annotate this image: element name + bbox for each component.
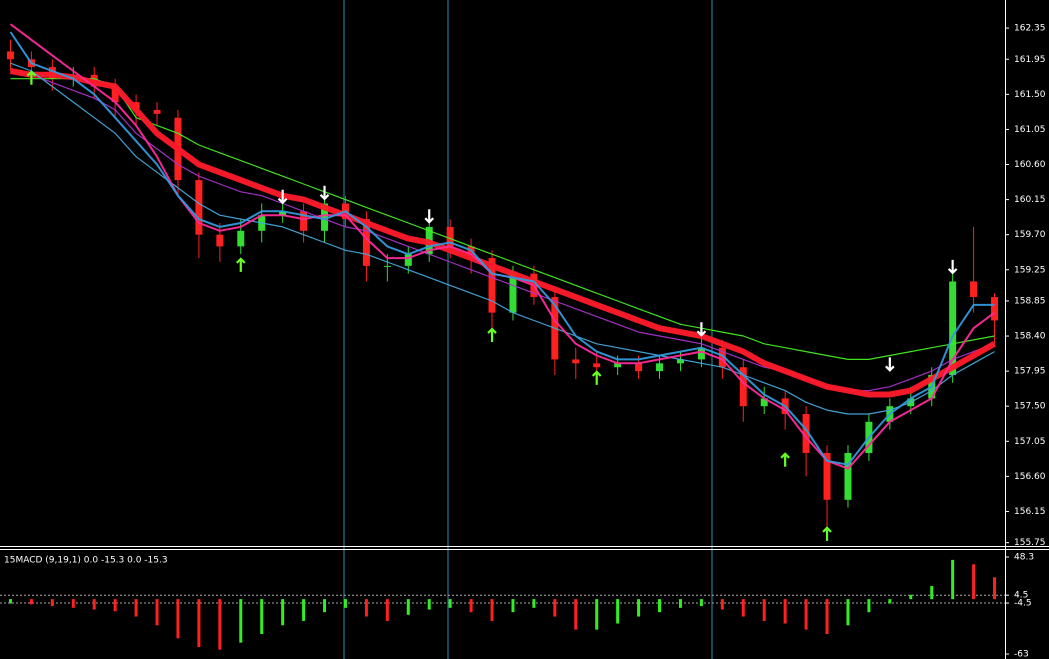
y-tick-label: 162.35 [1014, 24, 1046, 34]
y-tick-label: 156.60 [1014, 472, 1046, 482]
candle-body [676, 359, 684, 364]
y-tick-label: 156.15 [1014, 507, 1046, 517]
signal-arrow [236, 257, 246, 272]
candle-body [823, 452, 831, 500]
candle-body [237, 230, 245, 247]
candle-body [467, 246, 475, 259]
signal-arrow [319, 185, 330, 201]
y-tick-label: 160.60 [1014, 160, 1046, 170]
y-tick-label: 161.05 [1014, 125, 1046, 135]
candle-body [614, 363, 622, 368]
y-tick-label: 159.70 [1014, 230, 1046, 240]
candle-body [572, 359, 580, 364]
signal-arrow [780, 452, 790, 467]
candle-body [760, 398, 768, 407]
signal-arrow [591, 370, 602, 385]
candle-body [195, 180, 203, 235]
moving-average [10, 62, 995, 415]
y-tick-label: 159.25 [1014, 265, 1046, 275]
y-tick-label: 155.75 [1014, 538, 1046, 548]
signal-arrow [696, 322, 707, 337]
y-tick-label: -63 [1014, 650, 1029, 659]
candle-body [970, 281, 978, 298]
y-tick-label: 158.85 [1014, 296, 1046, 306]
candle-body [300, 211, 308, 231]
candle-body [509, 273, 517, 313]
y-tick-label: 157.05 [1014, 437, 1046, 447]
signal-arrow [277, 189, 288, 205]
candle-body [802, 414, 810, 453]
candle-body [593, 363, 601, 368]
y-tick-label: 158.40 [1014, 332, 1046, 342]
y-tick-label: 157.95 [1014, 367, 1046, 377]
candle-body [362, 219, 370, 266]
candle-body [635, 363, 643, 372]
moving-average [9, 31, 995, 466]
candle-body [446, 226, 454, 247]
y-tick-label: 48.3 [1014, 553, 1034, 563]
candle-body [321, 203, 329, 231]
candle-body [991, 297, 999, 321]
signal-arrow [885, 357, 895, 372]
candle-body [216, 234, 224, 247]
signal-arrow [487, 327, 497, 343]
candle-body [718, 347, 726, 368]
signal-arrow [26, 70, 37, 85]
y-tick-label: 4.5 [1014, 591, 1028, 601]
candle-body [111, 86, 119, 103]
candle-body [6, 51, 14, 60]
candle-body [844, 452, 852, 500]
candle-body [153, 109, 161, 114]
candle-body [697, 347, 705, 360]
y-tick-label: 161.95 [1014, 55, 1046, 65]
moving-average [9, 68, 996, 398]
y-tick-label: -4.5 [1014, 599, 1032, 609]
signal-arrow [822, 526, 832, 541]
macd-label: 15MACD (9,19,1) 0.0 -15.3 0.0 -15.3 [4, 556, 168, 566]
signal-arrow [947, 259, 958, 275]
candle-body [404, 254, 412, 266]
y-tick-label: 157.50 [1014, 402, 1046, 412]
y-tick-label: 160.15 [1014, 195, 1046, 205]
candle-body [656, 363, 664, 372]
candle-body [949, 281, 957, 376]
candle-body [488, 258, 496, 313]
y-tick-label: 161.50 [1014, 90, 1046, 100]
moving-average [10, 78, 995, 360]
candle-body [739, 367, 747, 407]
signal-arrow [424, 209, 434, 224]
candle-body [383, 265, 391, 267]
candle-body [279, 211, 287, 216]
